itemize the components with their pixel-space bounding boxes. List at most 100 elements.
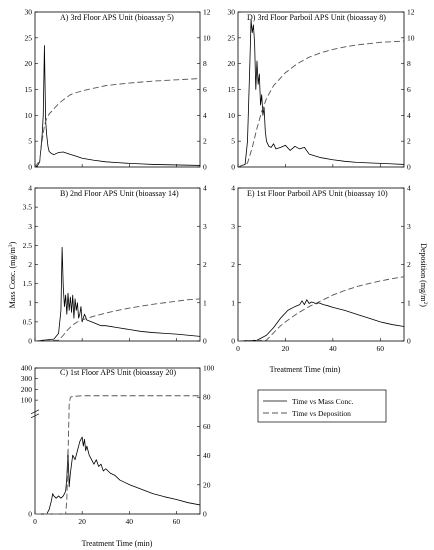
panel-e-right-tick-label: 0 [407,337,411,346]
panel-c-x-tick-label: 40 [126,517,134,526]
panel-d-left-tick-label: 0 [231,163,235,172]
panel-b-right-tick-label: 0 [203,337,207,346]
panel-c-deposition-line [35,395,200,515]
panel-c-right-tick-label: 80 [203,393,211,402]
panel-c-xlabel: Treatment Time (min) [82,539,153,548]
panel-e-x-tick-label: 20 [282,344,290,353]
legend-item-dep: Time vs Deposition [292,409,351,418]
panel-a-deposition-line [34,78,201,168]
panel-e-mass-conc-line [237,299,405,342]
legend-item-conc: Time vs Mass Conc. [292,397,354,406]
panel-a-right-tick-label: 0 [203,163,207,172]
panel-c-right-tick-label: 0 [203,510,207,519]
panel-e-left-tick-label: 4 [231,184,235,193]
panel-d-right-tick-label: 6 [407,85,411,94]
panel-c-left-tick-label: 300 [21,374,33,383]
panel-b-mass-conc-line [34,246,201,342]
panel-c-left-tick-label: 400 [21,364,33,373]
panel-a-right-tick-label: 6 [203,85,207,94]
panel-e-left-tick-label: 0 [231,337,235,346]
panel-a-left-tick-label: 15 [25,85,33,94]
panel-e-deposition-line [237,276,405,342]
panel-b-left-tick-label: 4 [28,184,32,193]
panel-c-title: C) 1st Floor APS Unit (bioassay 20) [60,368,176,377]
panel-a-right-tick-label: 12 [203,8,211,17]
panel-e-right-tick-label: 3 [407,222,411,231]
panel-d-frame [237,11,405,168]
panel-c-right-tick-label: 60 [203,422,211,431]
left-axis-title-text: Mass Conc. (mg/m [8,246,17,308]
panel-e-frame [237,187,405,342]
panel-a-right-tick-label: 10 [203,33,211,42]
panel-d-title: D) 3rd Floor Parboil APS Unit (bioassay … [247,13,386,22]
panel-c-mass-conc-line [35,436,201,515]
panel-d-left-tick-label: 20 [228,59,236,68]
panel-d-left-tick-label: 30 [228,8,236,17]
panel-c-left-tick-label: 0 [28,510,32,519]
panel-a-left-tick-label: 30 [25,8,33,17]
panel-c-right-tick-label: 20 [203,480,211,489]
left-axis-title: Mass Conc. (mg/m3) [8,241,17,308]
legend: Time vs Mass Conc. Time vs Deposition [257,389,387,423]
panel-a-left-tick-label: 25 [25,33,33,42]
panel-d-right-tick-label: 2 [407,137,411,146]
right-axis-title-text: Deposition (mg/m [419,243,428,302]
panel-e-right-tick-label: 4 [407,184,411,193]
panel-d-right-tick-label: 12 [407,8,415,17]
panel-a: A) 3rd Floor APS Unit (bioassay 5) 0 5 10 1… [25,8,211,172]
panel-e-xlabel: Treatment Time (min) [270,365,341,374]
panel-e: E) 1st Floor Parboil APS Unit (bioassay … [231,184,411,375]
panel-c-right-tick-label: 100 [203,364,215,373]
panel-d-mass-conc-line [237,19,405,168]
panel-d-left-tick-label: 25 [228,33,236,42]
right-axis-title-close: ) [419,304,428,307]
panel-a-right-tick-label: 8 [203,59,207,68]
panel-e-right-tick-label: 1 [407,298,411,307]
legend-box [257,389,387,423]
panel-c-axis-break [30,409,40,415]
panel-e-x-tick-label: 0 [236,344,240,353]
panel-a-mass-conc-line [34,45,201,168]
panel-b: B) 2nd Floor APS Unit (bioassay 14) 0 0.5… [23,184,207,346]
panel-b-title: B) 2nd Floor APS Unit (bioassay 14) [60,189,179,198]
panel-c-right-tick-label: 40 [203,451,211,460]
panel-d-right-tick-label: 0 [407,163,411,172]
panel-b-left-tick-label: 1 [28,298,32,307]
panel-c-x-tick-label: 0 [33,517,37,526]
left-axis-title-sup: 3 [8,244,14,247]
right-axis-title-sup: 2 [422,302,428,305]
panel-d-right-tick-label: 8 [407,59,411,68]
panel-b-right-tick-label: 2 [203,260,207,269]
panel-a-left-tick-label: 5 [28,137,32,146]
panel-b-left-tick-label: 0.5 [23,317,33,326]
panel-c-x-tick-label: 60 [173,517,181,526]
panel-c-x-tick-label: 20 [78,517,86,526]
panel-d-left-tick-label: 10 [228,111,236,120]
panel-c: C) 1st Floor APS Unit (bioassay 20) Trea… [21,364,215,549]
panel-e-x-tick-label: 60 [377,344,385,353]
panel-b-left-tick-label: 2.5 [23,241,33,250]
panel-b-left-tick-label: 3 [28,222,32,231]
panel-e-left-tick-label: 1 [231,298,235,307]
panel-c-left-tick-label: 200 [21,385,33,394]
panel-d-right-tick-label: 10 [407,33,415,42]
panel-e-left-tick-label: 2 [231,260,235,269]
panel-d: D) 3rd Floor Parboil APS Unit (bioassay … [228,8,415,172]
panel-a-left-tick-label: 20 [25,59,33,68]
panel-a-right-tick-label: 2 [203,137,207,146]
panel-b-left-tick-label: 0 [28,337,32,346]
panel-a-title: A) 3rd Floor APS Unit (bioassay 5) [60,13,174,22]
panel-e-right-tick-label: 2 [407,260,411,269]
left-axis-title-close: ) [8,241,17,244]
panel-e-x-tick-label: 40 [329,344,337,353]
panel-c-axis-break [30,413,40,419]
panel-e-left-tick-label: 3 [231,222,235,231]
right-axis-title: Deposition (mg/m2) [419,243,428,307]
panel-a-right-tick-label: 4 [203,111,207,120]
panel-d-left-tick-label: 15 [228,85,236,94]
panel-a-left-tick-label: 10 [25,111,33,120]
panel-d-deposition-line [237,40,405,168]
panel-b-right-tick-label: 1 [203,298,207,307]
panel-a-left-tick-label: 0 [28,163,32,172]
